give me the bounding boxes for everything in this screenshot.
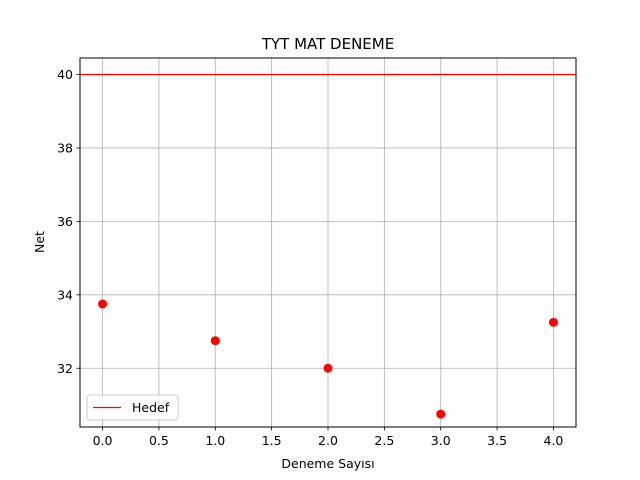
y-tick-label: 36 <box>57 214 73 229</box>
y-tick-label: 34 <box>57 287 73 302</box>
data-point <box>98 299 108 309</box>
x-tick-label: 4.0 <box>544 433 564 448</box>
y-axis-title: Net <box>32 231 47 253</box>
data-point <box>548 317 558 327</box>
chart-title: TYT MAT DENEME <box>261 35 394 53</box>
data-point <box>436 409 446 419</box>
x-tick-label: 1.0 <box>205 433 225 448</box>
x-tick-label: 2.5 <box>374 433 394 448</box>
x-tick-label: 3.0 <box>431 433 451 448</box>
data-point <box>323 363 333 373</box>
x-tick-label: 2.0 <box>318 433 338 448</box>
legend-label-hedef: Hedef <box>132 400 170 415</box>
legend-box <box>86 394 179 421</box>
x-tick-label: 1.5 <box>262 433 282 448</box>
x-tick-label: 0.0 <box>93 433 113 448</box>
data-layer <box>80 73 576 419</box>
y-tick-label: 40 <box>57 67 73 82</box>
y-tick-label: 38 <box>57 140 73 155</box>
x-tick-label: 3.5 <box>487 433 507 448</box>
x-axis-title: Deneme Sayısı <box>281 456 374 471</box>
ticks: 0.0 0.5 1.0 1.5 2.0 2.5 3.0 3.5 4.0 32 34 36 38 40 <box>57 67 563 448</box>
x-tick-label: 0.5 <box>149 433 169 448</box>
y-tick-label: 32 <box>57 361 73 376</box>
legend: Hedef <box>86 394 179 421</box>
data-point <box>210 336 220 346</box>
